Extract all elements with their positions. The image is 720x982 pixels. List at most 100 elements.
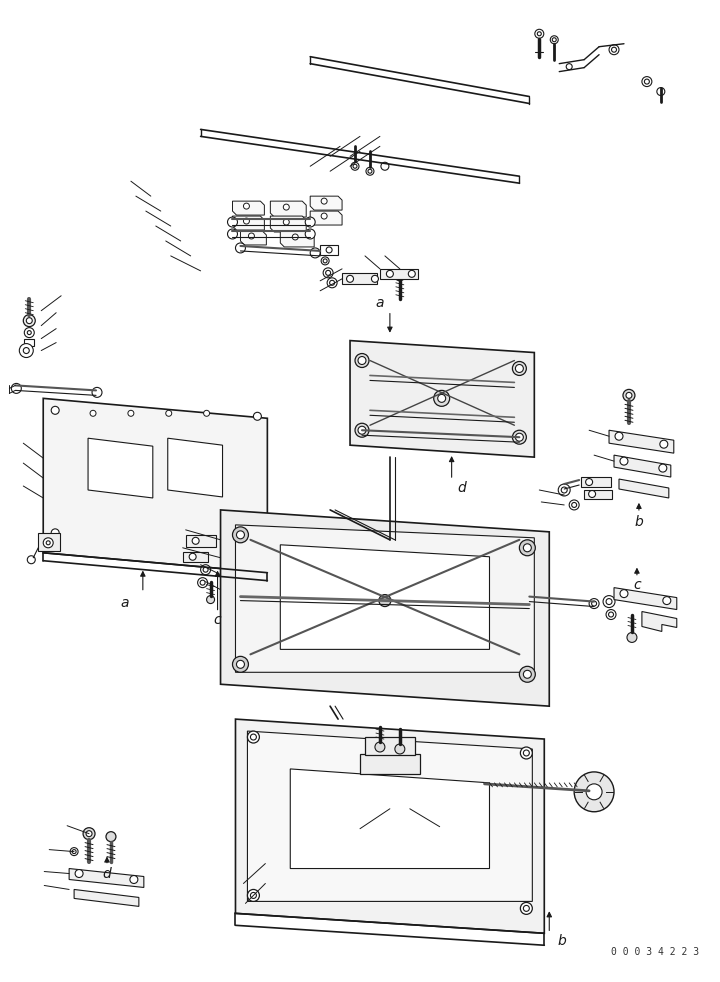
Circle shape [321,213,327,219]
Circle shape [589,490,595,498]
Bar [38,533,60,551]
Polygon shape [350,341,534,458]
Circle shape [27,317,32,324]
Circle shape [27,556,35,564]
Circle shape [381,162,389,170]
Circle shape [358,426,366,434]
Polygon shape [235,719,544,933]
Circle shape [283,219,289,225]
Polygon shape [235,524,534,673]
Circle shape [283,204,289,210]
Bar [584,490,612,499]
Circle shape [375,742,385,752]
Circle shape [233,527,248,543]
Circle shape [189,553,196,561]
Circle shape [351,162,359,170]
Circle shape [86,831,92,837]
Circle shape [228,217,238,227]
Circle shape [83,828,95,840]
Circle shape [572,503,577,508]
Circle shape [248,890,259,901]
Circle shape [248,731,259,743]
Circle shape [166,410,172,416]
Text: b: b [558,934,567,949]
Circle shape [346,275,354,282]
Circle shape [12,383,22,394]
Circle shape [433,391,450,407]
Circle shape [305,217,315,227]
Polygon shape [280,545,490,649]
Circle shape [537,31,541,35]
Circle shape [566,64,572,70]
Circle shape [92,388,102,398]
Circle shape [201,565,210,574]
Circle shape [305,229,315,239]
Circle shape [438,395,446,403]
Circle shape [603,596,615,608]
Circle shape [128,410,134,416]
Circle shape [589,599,599,609]
Circle shape [657,87,665,95]
Polygon shape [220,510,549,706]
Circle shape [43,538,53,548]
Circle shape [228,229,238,239]
Polygon shape [642,612,677,631]
Circle shape [609,45,619,55]
Circle shape [586,784,602,799]
Circle shape [408,270,415,277]
Bar [360,754,420,774]
Circle shape [368,169,372,173]
Polygon shape [310,211,342,225]
Polygon shape [270,201,306,217]
Circle shape [535,29,544,38]
Polygon shape [168,438,222,497]
Bar [186,535,215,547]
Text: c: c [633,577,641,591]
Circle shape [550,35,558,44]
Circle shape [243,203,249,209]
Circle shape [330,280,335,286]
Circle shape [130,876,138,884]
Circle shape [513,430,526,444]
Circle shape [397,273,402,278]
Circle shape [516,433,523,441]
Polygon shape [248,731,532,901]
Circle shape [627,632,637,642]
Circle shape [353,164,357,168]
Circle shape [570,500,579,510]
Circle shape [606,610,616,620]
Polygon shape [88,438,153,498]
Circle shape [236,531,245,539]
Circle shape [523,905,529,911]
Circle shape [236,660,245,669]
Circle shape [387,270,393,277]
Circle shape [519,540,536,556]
Circle shape [235,243,246,253]
Circle shape [106,832,116,842]
Bar [581,477,611,487]
Circle shape [552,37,557,42]
Polygon shape [43,399,267,573]
Circle shape [395,271,405,281]
Circle shape [248,233,254,239]
Circle shape [366,167,374,175]
Circle shape [608,612,613,617]
Text: d: d [103,866,112,881]
Circle shape [372,275,379,282]
Bar [380,269,418,279]
Circle shape [620,458,628,465]
Circle shape [24,328,35,338]
Circle shape [358,356,366,364]
Polygon shape [280,231,314,246]
Circle shape [642,77,652,86]
Circle shape [355,354,369,367]
Bar [320,245,338,255]
Text: c: c [214,614,221,627]
Circle shape [323,259,327,263]
Circle shape [395,744,405,754]
Circle shape [23,348,30,354]
Circle shape [197,577,207,587]
Circle shape [521,747,532,759]
Circle shape [253,534,261,542]
Circle shape [379,594,391,607]
